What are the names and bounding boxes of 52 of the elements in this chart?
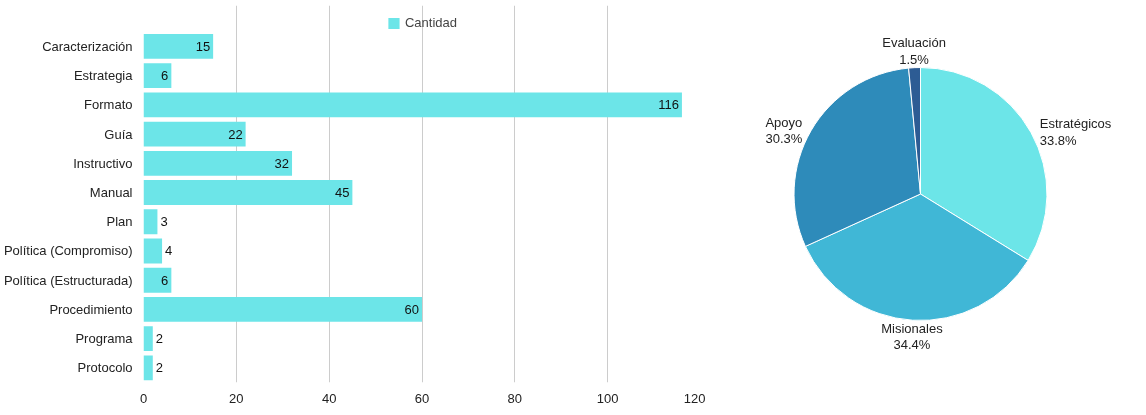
x-tick-label: 120 (683, 390, 706, 406)
slice-label: Misionales (881, 320, 944, 336)
data-label: 33.8% (1039, 132, 1078, 148)
y-tick-label: Estrategia (73, 68, 134, 84)
y-tick-label: Política (Compromiso) (3, 243, 133, 259)
data-label: 4 (165, 243, 173, 259)
y-tick-label: Formato (84, 97, 133, 113)
y-tick-label: Plan (106, 214, 133, 230)
y-tick-label: Caracterización (42, 38, 133, 54)
data-label: 60 (404, 301, 420, 317)
data-label: 6 (161, 68, 169, 84)
data-label: 15 (195, 38, 211, 54)
slice-label: Estratégicos (1039, 116, 1112, 132)
x-tick-label: 80 (507, 390, 523, 406)
x-tick-label: 0 (139, 390, 148, 406)
bar (143, 150, 293, 176)
x-tick-label: 100 (596, 390, 619, 406)
x-tick-label: 20 (229, 390, 244, 406)
y-tick-label: Manual (89, 185, 133, 201)
data-label: 1.5% (899, 51, 930, 67)
data-label: 2 (155, 331, 164, 347)
x-tick-label: 40 (321, 390, 337, 406)
bar (143, 267, 172, 293)
data-label: 32 (274, 155, 290, 171)
bar (143, 180, 353, 205)
slice-label: Apoyo (765, 114, 803, 130)
y-tick-label: Protocolo (77, 360, 133, 376)
x-tick-label: 60 (414, 390, 430, 406)
data-label: 34.4% (893, 337, 931, 353)
y-tick-label: Instructivo (73, 155, 133, 171)
data-label: 30.3% (765, 131, 803, 147)
bar (143, 33, 214, 59)
bar (143, 297, 422, 322)
y-tick-label: Guía (104, 126, 134, 142)
data-label: 116 (658, 97, 679, 113)
data-label: 6 (161, 272, 169, 288)
slice-label: Evaluación (882, 35, 946, 51)
y-tick-label: Programa (75, 331, 134, 347)
data-label: 45 (334, 185, 350, 201)
legend-label: Cantidad (404, 15, 458, 30)
bar (143, 238, 163, 264)
bar (143, 209, 158, 235)
bar (143, 63, 172, 89)
bar (143, 326, 153, 352)
bar (143, 121, 246, 147)
data-label: 22 (228, 126, 243, 142)
data-label: 3 (160, 214, 168, 230)
y-tick-label: Procedimiento (49, 301, 133, 317)
data-label: 2 (155, 360, 164, 376)
bar (143, 355, 153, 381)
bar (143, 92, 682, 118)
y-tick-label: Política (Estructurada) (3, 272, 133, 288)
